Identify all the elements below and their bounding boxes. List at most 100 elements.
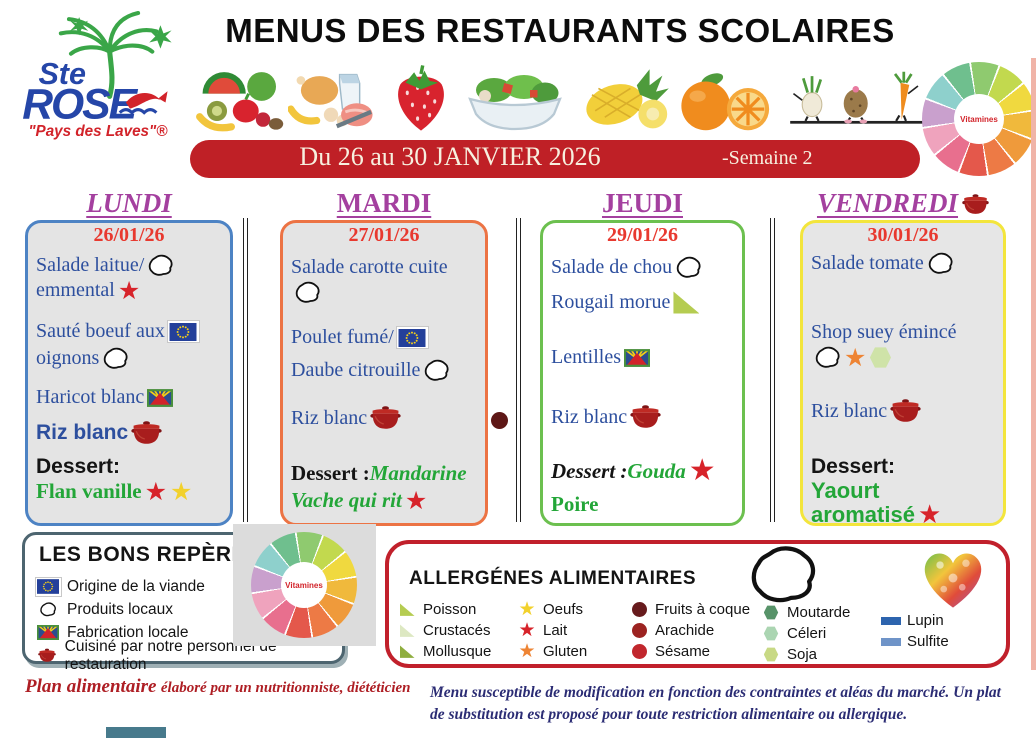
pot-icon bbox=[962, 192, 989, 222]
menu-text: Salade de chou bbox=[551, 256, 673, 278]
legend-label: Origine de la viande bbox=[67, 577, 205, 595]
hex-icon bbox=[869, 347, 891, 369]
menu-line: Vache qui rit ★ bbox=[283, 488, 485, 513]
menu-text: Flan vanille bbox=[36, 479, 142, 503]
reunion-outline-icon bbox=[147, 254, 174, 277]
menu-text: Lentilles bbox=[551, 346, 621, 368]
menu-text: Riz blanc bbox=[811, 399, 888, 422]
allergen-label: Crustacés bbox=[423, 622, 491, 639]
menu-text: Haricot blanc bbox=[36, 386, 145, 408]
menu-text: Poulet fumé/ bbox=[291, 326, 394, 348]
poultry-dairy-meat-icon bbox=[288, 66, 374, 132]
hex-icon bbox=[761, 647, 781, 662]
day-date: 26/01/26 bbox=[93, 224, 165, 246]
day-menu-box: 30/01/26 Salade tomate Shop suey émincé ★ R… bbox=[800, 220, 1006, 526]
menu-line: Riz blanc bbox=[803, 398, 1003, 424]
dot-icon bbox=[629, 602, 649, 617]
banner-date-range: Du 26 au 30 JANVIER 2026 bbox=[299, 142, 601, 171]
allergens-box: ALLERGÉNES ALIMENTAIRES Poisson Crusta bbox=[385, 540, 1010, 668]
menu-line: Dessert: bbox=[28, 454, 230, 479]
allergen-row: Arachide bbox=[629, 620, 750, 641]
allergen-label: Céleri bbox=[787, 625, 827, 642]
day-header-mardi: MARDI bbox=[280, 188, 488, 218]
menu-line: ★ bbox=[803, 345, 1003, 370]
allergens-title: ALLERGÉNES ALIMENTAIRES bbox=[409, 568, 697, 589]
reunion-outline-icon bbox=[927, 252, 954, 275]
allergen-column: Poisson Crustacés Mollusque bbox=[397, 599, 491, 662]
menu-line: Sauté boeuf aux bbox=[28, 319, 230, 344]
star-icon: ★ bbox=[518, 598, 536, 620]
legend-label: Produits locaux bbox=[67, 600, 173, 618]
menu-text: Dessert : bbox=[551, 458, 628, 483]
menu-line: Rougail morue bbox=[543, 290, 742, 315]
menu-text: Poire bbox=[551, 492, 599, 516]
menu-text: Shop suey émincé bbox=[811, 321, 957, 343]
dot-icon bbox=[629, 623, 649, 638]
day-menu-box: 27/01/26 Salade carotte cuite Poulet fumé/… bbox=[280, 220, 488, 526]
allergen-row: Fruits à coque bbox=[629, 599, 750, 620]
allergen-label: Poisson bbox=[423, 601, 477, 618]
footer-plan-alimentaire: Plan alimentaire bbox=[25, 676, 157, 697]
salad-bowl-icon bbox=[466, 72, 564, 132]
footer-disclaimer-line1: Menu susceptible de modification en fonc… bbox=[430, 684, 1001, 701]
tri-icon bbox=[673, 291, 700, 314]
legend-label: Fabrication locale bbox=[67, 623, 189, 641]
menu-line: Salade carotte cuite bbox=[283, 255, 485, 280]
day-header-vendredi: VENDREDI bbox=[800, 188, 1006, 222]
bar-icon bbox=[881, 637, 901, 646]
palm-tree-icon bbox=[58, 11, 159, 99]
wave-icon bbox=[118, 108, 158, 115]
bullet-marker bbox=[491, 412, 508, 429]
day-menu-box: 29/01/26 Salade de chou Rougail morue Len… bbox=[540, 220, 745, 526]
menu-text: aromatisé bbox=[811, 501, 915, 526]
menu-text: Dessert: bbox=[36, 454, 121, 478]
menu-text: Gouda bbox=[627, 458, 686, 483]
vitamins-wheel-label: Vitamines bbox=[281, 562, 327, 608]
ste-rose-logo: Ste ROSE "Pays des Laves"® bbox=[8, 6, 196, 140]
day-column-lundi: LUNDI 26/01/26 Salade laitue/emmental ★ Sau… bbox=[25, 188, 233, 528]
menu-text: Yaourt bbox=[811, 478, 880, 504]
footer-disclaimer-line2: de substitution est proposé pour toute r… bbox=[430, 706, 908, 723]
pot-icon bbox=[630, 404, 661, 430]
menu-text: Riz blanc bbox=[551, 405, 628, 428]
menu-line: Shop suey émincé bbox=[803, 320, 1003, 345]
menu-text: Mandarine bbox=[369, 461, 467, 485]
legend-row: Fabrication locale bbox=[35, 621, 336, 644]
menu-line: Riz blanc bbox=[28, 420, 230, 446]
reunion-outline-icon bbox=[294, 281, 321, 304]
hex-icon bbox=[761, 626, 781, 641]
starburst-icon bbox=[69, 17, 172, 49]
menu-text: Dessert : bbox=[291, 461, 370, 485]
logo-line2: ROSE bbox=[22, 81, 138, 129]
column-separator bbox=[243, 218, 248, 522]
reunion-outline-icon bbox=[739, 544, 827, 611]
star-icon: ★ bbox=[170, 477, 193, 506]
allergen-label: Lupin bbox=[907, 612, 944, 629]
menu-line: Riz blanc bbox=[283, 405, 485, 431]
menu-text: Salade laitue/ bbox=[36, 254, 145, 276]
menu-line: oignons bbox=[28, 346, 230, 371]
day-date: 27/01/26 bbox=[348, 224, 420, 246]
day-name: JEUDI bbox=[601, 188, 683, 218]
pineapple-icon bbox=[576, 66, 672, 130]
menu-text: Rougail morue bbox=[551, 291, 671, 313]
vegetable-characters-icon bbox=[788, 64, 930, 132]
day-header-lundi: LUNDI bbox=[25, 188, 233, 218]
legend-label: Cuisiné par notre personnel de restaurat… bbox=[64, 637, 277, 673]
reunion-outline-icon bbox=[675, 256, 702, 279]
logo-tagline: "Pays des Laves"® bbox=[28, 123, 168, 140]
footer-left: Plan alimentaire élaboré par un nutritio… bbox=[25, 676, 411, 698]
day-name: MARDI bbox=[336, 188, 432, 218]
legend-row: Cuisiné par notre personnel de restaurat… bbox=[35, 638, 336, 673]
vitamins-wheel-label: Vitamines bbox=[954, 94, 1004, 144]
pot-icon bbox=[35, 648, 59, 663]
column-separator bbox=[516, 218, 521, 522]
strawberry-icon bbox=[386, 62, 456, 134]
vitamins-wheel-top: Vitamines bbox=[922, 62, 1036, 176]
allergen-label: Mollusque bbox=[423, 643, 492, 660]
star-icon: ★ bbox=[117, 276, 141, 305]
bar-icon bbox=[881, 616, 901, 625]
pot-icon bbox=[890, 398, 921, 424]
vitamins-wheel-bottom: Vitamines bbox=[251, 532, 357, 638]
star-icon: ★ bbox=[844, 343, 867, 372]
